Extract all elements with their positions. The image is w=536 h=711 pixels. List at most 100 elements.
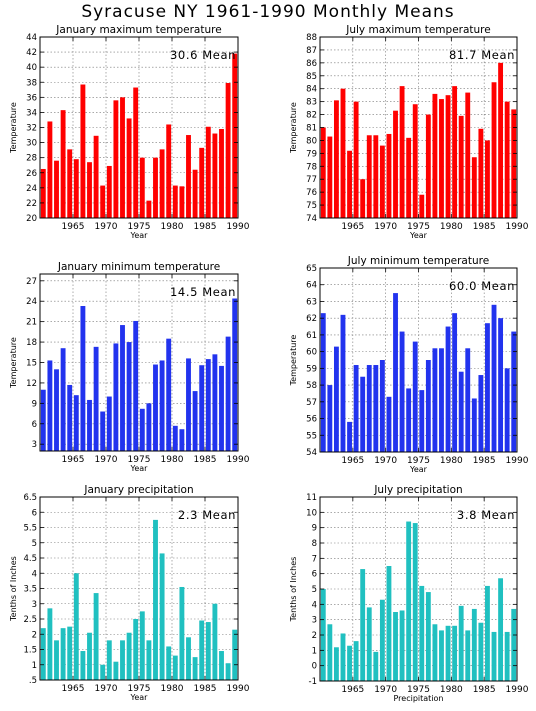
y-tick-label: 9 — [32, 399, 37, 409]
bar — [373, 651, 379, 681]
bar — [465, 630, 471, 681]
bar — [360, 179, 366, 218]
bar — [73, 395, 79, 451]
x-tick-label: 1970 — [374, 456, 397, 466]
x-axis-label: Year — [409, 231, 428, 240]
bar — [166, 646, 172, 680]
y-tick-label: 10 — [306, 508, 317, 518]
bar — [40, 389, 46, 451]
bar — [491, 631, 497, 681]
mean-annotation: 2.3 Mean — [178, 508, 236, 522]
y-tick-label: 40 — [26, 63, 37, 73]
y-tick-label: 30 — [26, 139, 37, 149]
y-tick-label: 28 — [26, 154, 37, 164]
bar — [60, 628, 66, 680]
bar — [232, 298, 238, 451]
bar — [153, 364, 158, 451]
y-tick-label: 76 — [306, 188, 317, 198]
x-tick-label: 1990 — [227, 455, 250, 465]
bar — [432, 348, 438, 452]
bar — [159, 149, 165, 218]
bar — [47, 360, 53, 451]
y-axis-label: Tenths of Inches — [289, 557, 298, 623]
bar — [452, 625, 458, 681]
x-tick-label: 1975 — [128, 684, 151, 694]
bar — [153, 519, 158, 681]
bar — [47, 608, 53, 680]
y-tick-label: 21 — [26, 318, 37, 328]
bar — [80, 84, 86, 218]
y-axis-label: Temperature — [289, 102, 298, 154]
y-tick-label: 6.5 — [23, 493, 37, 503]
mean-annotation: 14.5 Mean — [170, 285, 236, 299]
y-tick-label: 4 — [312, 600, 317, 610]
bar — [399, 86, 405, 218]
y-tick-label: .5 — [29, 676, 37, 686]
bar — [192, 391, 198, 451]
bar — [478, 375, 484, 452]
x-tick-label: 1990 — [506, 222, 529, 232]
bar — [67, 626, 73, 681]
bar — [54, 160, 59, 218]
bar — [139, 611, 145, 681]
y-tick-label: -1 — [309, 677, 317, 687]
bar — [333, 647, 339, 681]
bar — [80, 651, 86, 680]
y-tick-label: 24 — [26, 184, 37, 194]
bar — [106, 165, 112, 218]
bar — [491, 82, 497, 218]
bar — [146, 200, 152, 218]
y-tick-label: 54 — [306, 448, 317, 458]
bar — [179, 586, 185, 680]
bar — [340, 314, 346, 452]
bar — [353, 365, 359, 452]
bar — [452, 313, 458, 452]
bar — [445, 95, 451, 218]
bar — [225, 336, 231, 451]
x-tick-label: 1985 — [194, 222, 217, 232]
bar — [172, 655, 178, 680]
bar — [471, 608, 477, 681]
x-tick-label: 1980 — [440, 685, 463, 695]
bar — [340, 88, 346, 219]
bar — [432, 624, 438, 681]
bar — [100, 185, 106, 218]
y-tick-label: 4 — [32, 569, 37, 579]
bar — [406, 521, 412, 681]
chart-title: January precipitation — [83, 484, 193, 496]
y-tick-label: 5 — [32, 539, 37, 549]
x-tick-label: 1975 — [407, 685, 430, 695]
y-tick-label: 6 — [312, 570, 317, 580]
bar — [393, 293, 398, 452]
bar — [87, 632, 92, 680]
bar — [353, 641, 359, 681]
bar — [406, 137, 412, 218]
bar — [504, 101, 510, 218]
x-tick-label: 1980 — [161, 455, 184, 465]
bar — [47, 121, 53, 218]
mean-annotation: 60.0 Mean — [449, 279, 515, 293]
y-tick-label: 3 — [32, 440, 37, 450]
bar — [199, 147, 205, 218]
bar — [419, 585, 425, 681]
bar — [465, 92, 471, 218]
y-axis-label: Tenths of Inches — [9, 556, 18, 622]
bar — [412, 523, 418, 681]
y-tick-label: 59 — [306, 364, 317, 374]
bar — [113, 661, 119, 680]
bar — [406, 388, 412, 452]
bar — [439, 630, 444, 681]
bar — [232, 53, 238, 219]
mean-annotation: 3.8 Mean — [457, 508, 515, 522]
bar — [87, 399, 92, 451]
y-tick-label: 63 — [306, 297, 317, 307]
x-tick-label: 1965 — [341, 685, 364, 695]
bar — [498, 318, 504, 452]
y-tick-label: 1 — [32, 661, 37, 671]
y-tick-label: 58 — [306, 381, 317, 391]
bar — [366, 135, 372, 218]
x-tick-label: 1985 — [194, 455, 217, 465]
y-tick-label: 18 — [26, 338, 37, 348]
bar — [205, 359, 211, 451]
